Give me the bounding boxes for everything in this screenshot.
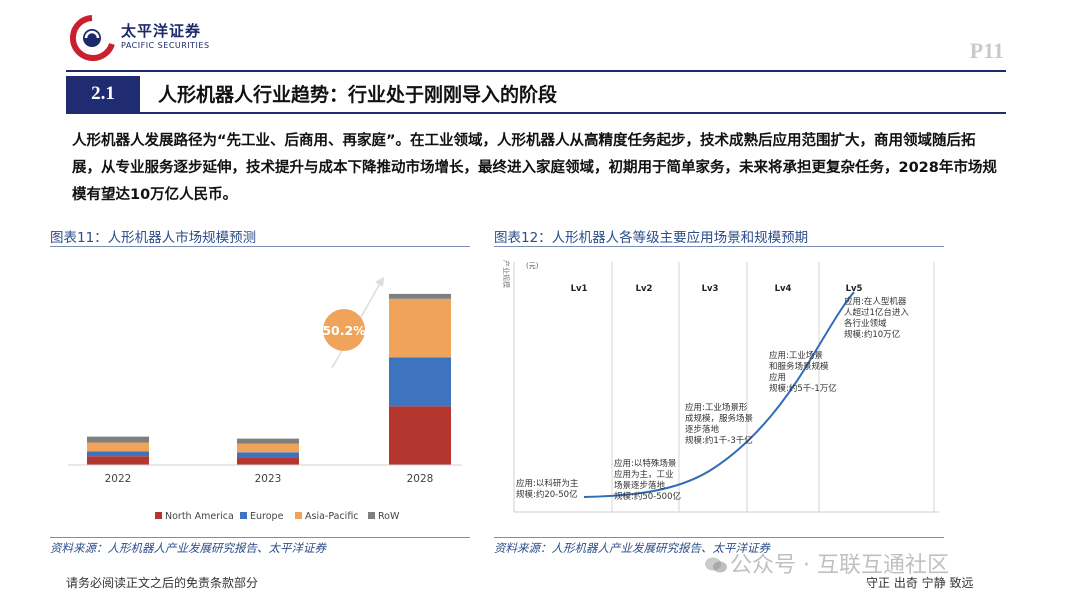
growth-badge	[323, 309, 365, 351]
level-note-line: 逐步落地	[685, 424, 720, 435]
wechat-icon	[705, 557, 727, 573]
x-tick-label: 2022	[105, 473, 132, 485]
legend-label: Europe	[250, 511, 284, 522]
level-note-line: 规模:约50-500亿	[614, 491, 681, 502]
level-note-line: 人超过1亿台进入	[844, 307, 909, 318]
level-label: Lv1	[571, 284, 588, 294]
figure12-title: 图表12：人形机器人各等级主要应用场景和规模预期	[494, 230, 809, 246]
market-size-bar-chart: 2022 2023 2028 50.2% North America Europe As…	[68, 277, 462, 522]
figure11-source: 资料来源：人形机器人产业发展研究报告、太平洋证券	[50, 541, 326, 555]
y-axis-label: 产业规模	[502, 260, 511, 288]
level-note-line: 应用:工业场景形	[685, 402, 748, 413]
level-label: Lv5	[846, 284, 863, 294]
level-note-line: 规模:约10万亿	[844, 329, 900, 340]
figure11-title-rule	[50, 246, 470, 247]
growth-curve	[583, 291, 855, 498]
legend-swatch	[368, 512, 375, 519]
level-note-line: 各行业领域	[844, 318, 887, 329]
level-note-line: 规模:约1千-3千亿	[685, 435, 753, 446]
section-divider	[66, 112, 1006, 114]
bar-2023-north-america	[237, 457, 299, 465]
legend-swatch	[240, 512, 247, 519]
growth-arrow-head-icon	[375, 277, 384, 287]
bar-2028-asia-pacific	[389, 298, 451, 358]
bar-2022-row	[87, 436, 149, 443]
level-note-line: 规模:约20-50亿	[516, 489, 578, 500]
company-logo-icon	[69, 15, 115, 61]
figure12-bottom-rule	[494, 537, 944, 538]
level-note-line: 成规模，服务场景	[685, 413, 753, 424]
figure12-title-rule	[494, 246, 944, 247]
level-note-line: 规模:约5千-1万亿	[769, 383, 837, 394]
level-label: Lv2	[636, 284, 653, 294]
legend-label: North America	[165, 511, 234, 522]
x-tick-label: 2023	[255, 473, 282, 485]
level-label: Lv4	[775, 284, 792, 294]
bar-2022-europe	[87, 451, 149, 457]
header-divider	[66, 70, 1006, 72]
bar-2023-row	[237, 438, 299, 444]
footer-disclaimer: 请务必阅读正文之后的免责条款部分	[66, 576, 259, 590]
logo-english-name: PACIFIC SECURITIES	[121, 41, 210, 50]
level-note-line: 和服务场景规模	[769, 361, 829, 372]
logo-chinese-name: 太平洋证券	[121, 22, 202, 40]
unit-label: (元)	[526, 262, 539, 270]
level-note-line: 应用	[769, 372, 786, 383]
level-note-line: 应用为主，工业	[614, 469, 674, 480]
bar-2023-asia-pacific	[237, 443, 299, 453]
level-label: Lv3	[702, 284, 719, 294]
bar-2028-row	[389, 293, 451, 299]
bar-2022-asia-pacific	[87, 442, 149, 452]
watermark-text: 公众号 · 互联互通社区	[730, 553, 949, 578]
legend-swatch	[155, 512, 162, 519]
level-roadmap-diagram: 产业规模 (元) Lv1 Lv2 Lv3 Lv4 Lv5 应用:以科研为主规模:约20-…	[502, 260, 939, 513]
footer-motto: 守正 出奇 宁静 致远	[866, 576, 974, 590]
bar-2028-europe	[389, 357, 451, 407]
figure11-bottom-rule	[50, 537, 470, 538]
bar-2023-europe	[237, 452, 299, 458]
legend-label: RoW	[378, 511, 400, 522]
level-note-line: 应用:工业场景	[769, 350, 823, 361]
figure12-source: 资料来源：人形机器人产业发展研究报告、太平洋证券	[494, 541, 770, 555]
page-number: P11	[969, 38, 1004, 63]
intro-paragraph: 人形机器人发展路径为“先工业、后商用、再家庭”。在工业领域，人形机器人从高精度任…	[72, 133, 997, 203]
growth-badge-label: 50.2%	[322, 323, 366, 338]
section-number: 2.1	[66, 76, 140, 112]
bar-2022-north-america	[87, 456, 149, 465]
section-title: 人形机器人行业趋势：行业处于刚刚导入的阶段	[158, 84, 558, 106]
level-note-line: 应用:以特殊场景	[614, 458, 676, 469]
legend-label: Asia-Pacific	[305, 511, 359, 522]
x-tick-label: 2028	[407, 473, 434, 485]
bar-2028-north-america	[389, 406, 451, 465]
legend-swatch	[295, 512, 302, 519]
level-note-line: 应用:在人型机器	[844, 296, 907, 307]
level-note-line: 应用:以科研为主	[516, 478, 579, 489]
level-note-line: 场景逐步落地	[614, 480, 666, 491]
figure11-title: 图表11：人形机器人市场规模预测	[50, 230, 257, 246]
